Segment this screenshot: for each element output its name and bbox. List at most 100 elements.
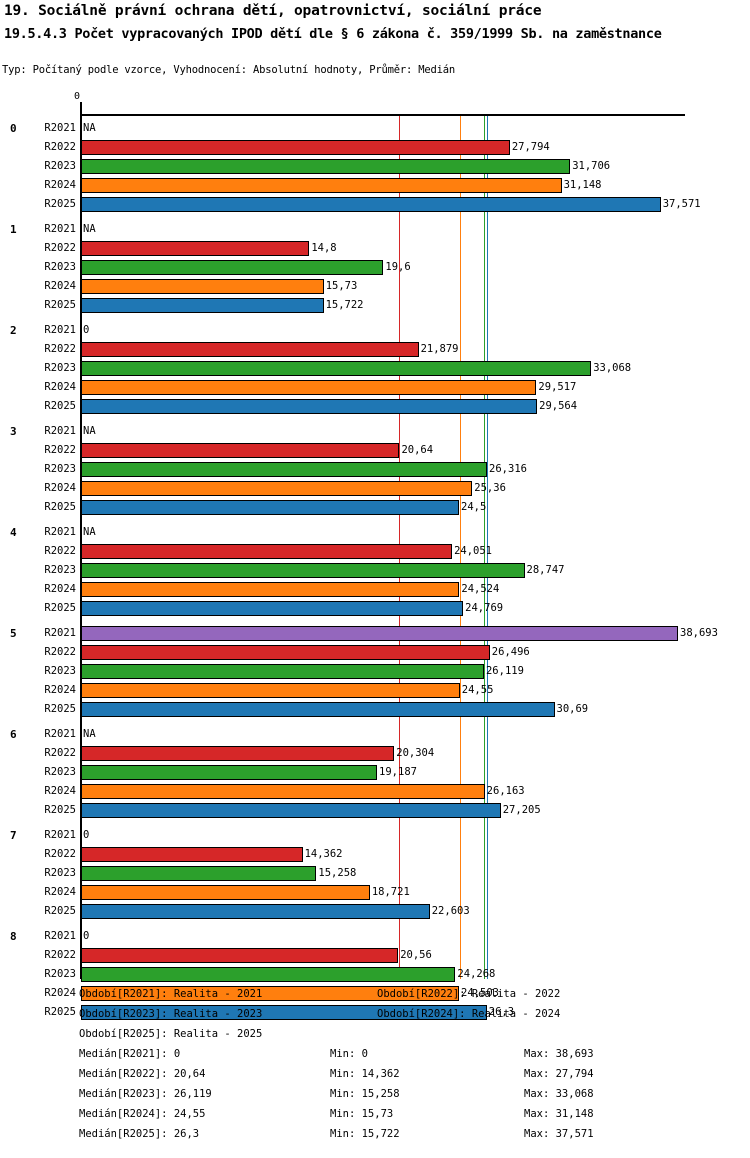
bar-r2023[interactable] <box>81 664 484 679</box>
chart-row[interactable]: R2022 20,64 <box>0 441 750 460</box>
bar-r2025[interactable] <box>81 702 555 717</box>
chart-row[interactable]: R2023 19,187 <box>0 763 750 782</box>
bar-r2023[interactable] <box>81 967 456 982</box>
bar-r2022[interactable] <box>81 241 310 256</box>
bar-r2025[interactable] <box>81 399 538 414</box>
chart-row[interactable]: R2021 0 <box>0 321 750 340</box>
chart-row[interactable]: R2024 29,517 <box>0 378 750 397</box>
row-label-r2024: R2024 <box>44 886 76 898</box>
chart-row[interactable]: R2022 26,496 <box>0 643 750 662</box>
bar-r2023[interactable] <box>81 462 488 477</box>
bar-value-label: 26,3 <box>488 1006 515 1018</box>
bar-r2025[interactable] <box>81 197 661 212</box>
bar-r2022[interactable] <box>81 443 400 458</box>
chart-row[interactable]: R2023 24,268 <box>0 965 750 984</box>
median-line-r2025 <box>486 116 488 979</box>
chart-row[interactable]: R2024 24,503 <box>0 984 750 1003</box>
chart-row[interactable]: R2023 31,706 <box>0 157 750 176</box>
bar-r2024[interactable] <box>81 279 324 294</box>
bar-r2022[interactable] <box>81 746 395 761</box>
chart-row[interactable]: R2024 31,148 <box>0 176 750 195</box>
bar-r2024[interactable] <box>81 784 485 799</box>
chart-row[interactable]: R2025 15,722 <box>0 296 750 315</box>
bar-value-label: 26,119 <box>485 665 524 677</box>
chart-row[interactable]: R2023 15,258 <box>0 864 750 883</box>
chart-row[interactable]: R2021 0 <box>0 927 750 946</box>
bar-r2021[interactable] <box>81 626 678 641</box>
bar-value-label: 25,36 <box>474 482 506 494</box>
chart-row[interactable]: R2023 19,6 <box>0 258 750 277</box>
row-label-r2023: R2023 <box>44 766 76 778</box>
chart-row[interactable]: R2024 15,73 <box>0 277 750 296</box>
stat-median: Medián[R2021]: 0 <box>79 1048 181 1060</box>
chart-row[interactable]: R2021 NA <box>0 523 750 542</box>
bar-r2025[interactable] <box>81 601 464 616</box>
chart-row[interactable]: R2021 NA <box>0 220 750 239</box>
chart-row[interactable]: R2022 27,794 <box>0 138 750 157</box>
chart-row[interactable]: R2024 24,55 <box>0 681 750 700</box>
chart-row[interactable]: R2022 24,051 <box>0 542 750 561</box>
bar-r2022[interactable] <box>81 544 453 559</box>
chart-row[interactable]: R2023 26,119 <box>0 662 750 681</box>
row-label-r2021: R2021 <box>44 324 76 336</box>
bar-r2025[interactable] <box>81 298 324 313</box>
chart-row[interactable]: R2024 24,524 <box>0 580 750 599</box>
chart-row[interactable]: R2022 20,304 <box>0 744 750 763</box>
chart-row[interactable]: R2025 24,5 <box>0 498 750 517</box>
bar-r2023[interactable] <box>81 765 378 780</box>
chart-row[interactable]: R2025 26,3 <box>0 1003 750 1022</box>
chart-row[interactable]: R2021 NA <box>0 725 750 744</box>
chart-row[interactable]: R2025 37,571 <box>0 195 750 214</box>
bar-r2024[interactable] <box>81 481 473 496</box>
chart-row[interactable]: R2022 14,362 <box>0 845 750 864</box>
row-label-r2023: R2023 <box>44 564 76 576</box>
bar-r2023[interactable] <box>81 563 525 578</box>
bar-r2024[interactable] <box>81 986 460 1001</box>
bar-r2022[interactable] <box>81 847 303 862</box>
bar-r2023[interactable] <box>81 260 384 275</box>
x-axis-tick-label-0: 0 <box>74 91 81 102</box>
chart-row[interactable]: R2023 33,068 <box>0 359 750 378</box>
chart-row[interactable]: R2025 22,603 <box>0 902 750 921</box>
row-label-r2024: R2024 <box>44 785 76 797</box>
bar-r2025[interactable] <box>81 500 459 515</box>
chart-row[interactable]: R2024 18,721 <box>0 883 750 902</box>
bar-r2025[interactable] <box>81 1005 487 1020</box>
bar-r2023[interactable] <box>81 159 571 174</box>
chart-row[interactable]: R2023 26,316 <box>0 460 750 479</box>
chart-row[interactable]: R2021 NA <box>0 422 750 441</box>
chart-row[interactable]: R2025 30,69 <box>0 700 750 719</box>
bar-r2024[interactable] <box>81 178 562 193</box>
bar-r2024[interactable] <box>81 380 537 395</box>
bar-value-label: 20,304 <box>396 747 435 759</box>
bar-r2025[interactable] <box>81 904 430 919</box>
bar-r2024[interactable] <box>81 683 460 698</box>
chart-row[interactable]: R2025 29,564 <box>0 397 750 416</box>
chart-row[interactable]: R2024 25,36 <box>0 479 750 498</box>
chart-row[interactable]: R2021 0 <box>0 826 750 845</box>
chart-row[interactable]: R2021 NA <box>0 119 750 138</box>
chart-row[interactable]: R2023 28,747 <box>0 561 750 580</box>
chart-row[interactable]: R2022 20,56 <box>0 946 750 965</box>
bar-value-label: 0 <box>83 930 90 942</box>
bar-r2022[interactable] <box>81 948 399 963</box>
row-label-r2024: R2024 <box>44 987 76 999</box>
chart-row[interactable]: R2022 14,8 <box>0 239 750 258</box>
bar-r2023[interactable] <box>81 361 592 376</box>
chart-row[interactable]: R2024 26,163 <box>0 782 750 801</box>
bar-r2022[interactable] <box>81 140 510 155</box>
chart-row[interactable]: R2025 27,205 <box>0 801 750 820</box>
bar-r2024[interactable] <box>81 582 460 597</box>
legend-period-left: Období[R2025]: Realita - 2025 <box>79 1028 263 1040</box>
chart-row[interactable]: R2021 38,693 <box>0 624 750 643</box>
bar-r2023[interactable] <box>81 866 317 881</box>
bar-r2025[interactable] <box>81 803 501 818</box>
bar-r2024[interactable] <box>81 885 370 900</box>
chart-row[interactable]: R2025 24,769 <box>0 599 750 618</box>
row-label-r2022: R2022 <box>44 343 76 355</box>
row-label-r2024: R2024 <box>44 684 76 696</box>
bar-r2022[interactable] <box>81 645 490 660</box>
chart-row[interactable]: R2022 21,879 <box>0 340 750 359</box>
bar-r2022[interactable] <box>81 342 419 357</box>
stat-min: Min: 0 <box>330 1048 368 1060</box>
